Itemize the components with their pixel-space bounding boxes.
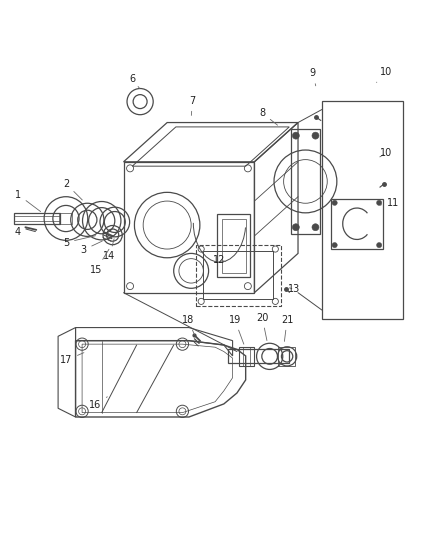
Text: 12: 12	[213, 255, 225, 265]
Text: 4: 4	[15, 227, 28, 237]
Text: 8: 8	[258, 108, 277, 125]
Circle shape	[331, 243, 336, 248]
Circle shape	[311, 132, 318, 139]
Circle shape	[292, 132, 299, 139]
Text: 9: 9	[309, 68, 315, 86]
Circle shape	[376, 243, 381, 248]
Text: 13: 13	[288, 284, 300, 294]
Text: 15: 15	[90, 249, 109, 274]
Text: 3: 3	[80, 241, 102, 255]
Circle shape	[311, 224, 318, 231]
Text: 10: 10	[379, 148, 392, 158]
Text: 5: 5	[63, 236, 95, 247]
Text: 21: 21	[280, 314, 293, 342]
Text: 20: 20	[255, 312, 268, 341]
Text: 10: 10	[376, 67, 392, 83]
Text: 17: 17	[60, 353, 84, 365]
Circle shape	[376, 200, 381, 205]
Text: 2: 2	[63, 179, 82, 200]
Text: 7: 7	[189, 96, 195, 116]
Text: 11: 11	[379, 198, 398, 208]
Text: 6: 6	[129, 74, 139, 88]
Text: 16: 16	[89, 397, 107, 410]
Text: 1: 1	[15, 190, 41, 212]
Circle shape	[331, 200, 336, 205]
Text: 19: 19	[228, 314, 243, 344]
Text: 14: 14	[103, 239, 116, 262]
Circle shape	[292, 224, 299, 231]
Text: 18: 18	[182, 314, 194, 335]
